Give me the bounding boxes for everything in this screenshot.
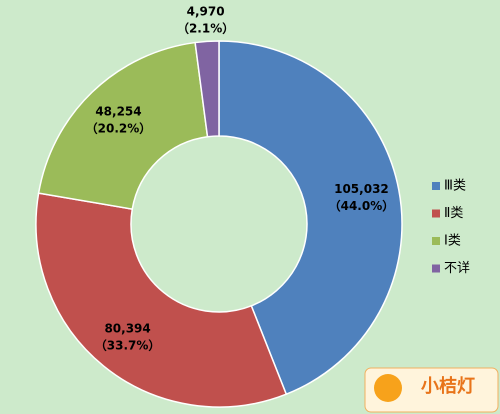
percent-label: （44.0%）	[329, 197, 395, 212]
data-label: 4,970 （2.1%）	[177, 4, 234, 35]
legend-label: Ⅱ类	[444, 206, 463, 221]
watermark-icon	[374, 374, 402, 402]
legend-swatch	[432, 237, 440, 245]
legend-label: 不详	[444, 261, 470, 276]
percent-label: （33.7%）	[95, 337, 161, 352]
value-label: 4,970	[187, 4, 225, 18]
donut-slice	[35, 192, 288, 408]
data-label: 48,254 （20.2%）	[86, 104, 152, 135]
legend-label: Ⅰ类	[444, 234, 461, 249]
donut-slice	[218, 40, 403, 396]
value-label: 80,394	[104, 321, 150, 335]
data-label: 105,032 （44.0%）	[329, 181, 395, 212]
value-label: 48,254	[95, 104, 141, 118]
watermark: 小桔灯	[421, 375, 475, 397]
legend-swatch	[432, 182, 440, 190]
data-label: 80,394 （33.7%）	[95, 321, 161, 352]
percent-label: （20.2%）	[86, 120, 152, 135]
percent-label: （2.1%）	[177, 20, 234, 35]
donut-slice	[194, 40, 220, 138]
legend-swatch	[432, 264, 440, 273]
value-label: 105,032	[334, 181, 389, 195]
legend-swatch	[432, 209, 440, 218]
donut-slice	[37, 41, 209, 211]
legend-label: Ⅲ类	[444, 179, 466, 194]
